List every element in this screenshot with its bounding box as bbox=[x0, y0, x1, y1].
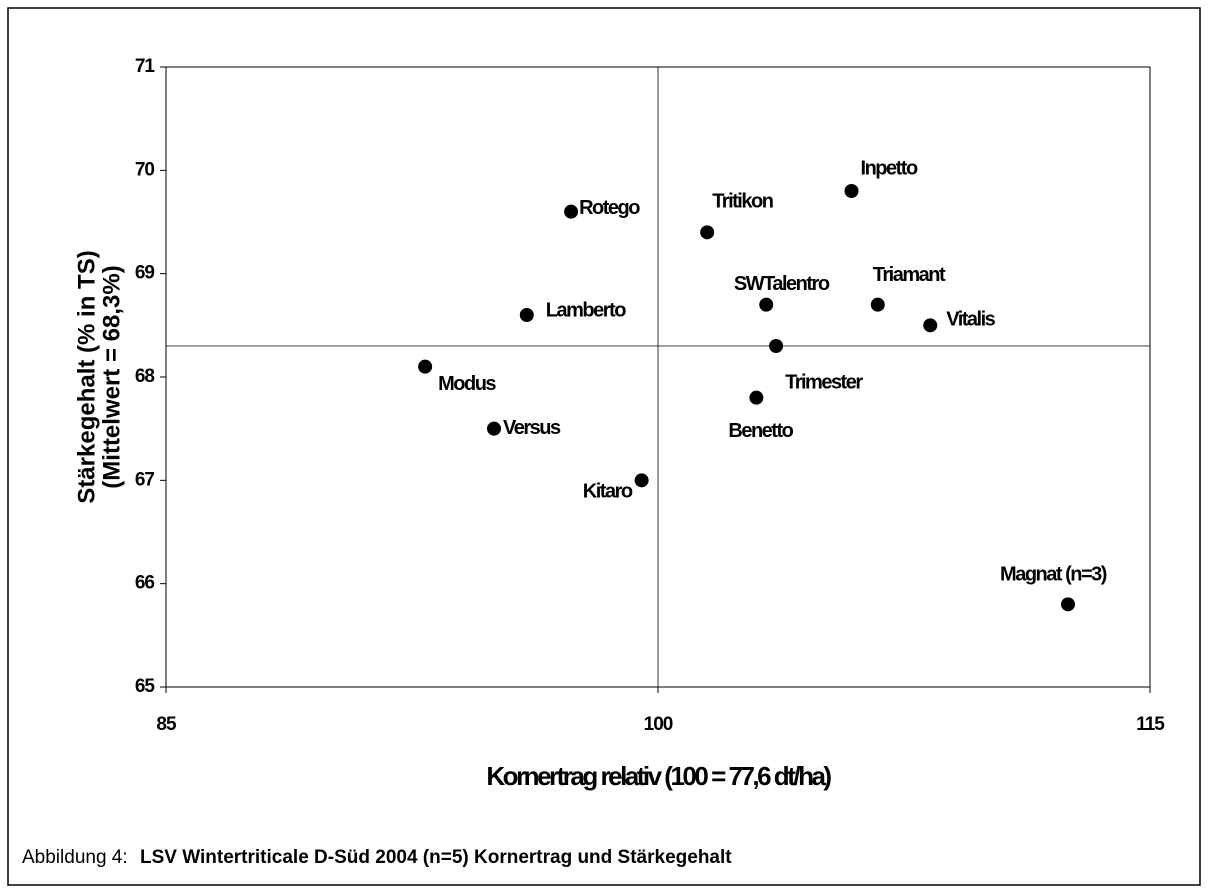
point bbox=[870, 297, 885, 312]
y-tick-label: 70 bbox=[135, 159, 155, 180]
point-label: Vitalis bbox=[946, 309, 995, 331]
x-tick-label: 85 bbox=[156, 714, 177, 735]
point-label: Triamant bbox=[873, 264, 946, 286]
point bbox=[749, 390, 764, 405]
x-tick-label: 100 bbox=[644, 714, 673, 735]
point-label: Benetto bbox=[728, 420, 793, 442]
point bbox=[700, 225, 715, 240]
point bbox=[487, 421, 501, 436]
x-axis-title: Kornertrag relativ (100 = 77,6 dt/ha) bbox=[486, 761, 831, 791]
point-label: Lamberto bbox=[546, 299, 626, 321]
caption-prefix: Abbildung 4: bbox=[22, 847, 128, 868]
point-label: Trimester bbox=[785, 371, 863, 393]
point bbox=[418, 359, 433, 374]
point bbox=[564, 204, 579, 219]
frame bbox=[7, 7, 1201, 886]
y-tick-label: 65 bbox=[135, 676, 156, 697]
point bbox=[769, 339, 784, 353]
point bbox=[923, 318, 938, 333]
point bbox=[844, 184, 859, 198]
y-axis-title: Stärkegehalt (% in TS) bbox=[73, 250, 100, 503]
y-tick-label: 68 bbox=[135, 366, 155, 387]
point-label: Versus bbox=[503, 417, 561, 439]
point bbox=[759, 297, 774, 312]
y-tick-label: 67 bbox=[135, 469, 155, 490]
y-axis-subtitle: (Mittelwert = 68,3%) bbox=[98, 265, 125, 488]
point-label: Inpetto bbox=[861, 157, 918, 179]
point bbox=[1061, 597, 1075, 612]
point-label: Rotego bbox=[579, 197, 640, 219]
point-label: Modus bbox=[438, 373, 496, 395]
caption: LSV Wintertriticale D-Süd 2004 (n=5) Kor… bbox=[140, 847, 732, 868]
point-label: Magnat (n=3) bbox=[1000, 564, 1107, 586]
point-label: Tritikon bbox=[712, 191, 773, 213]
y-tick-label: 71 bbox=[135, 56, 156, 77]
point bbox=[519, 308, 534, 322]
point-label: SWTalentro bbox=[734, 273, 830, 295]
point-label: Kitaro bbox=[583, 481, 633, 503]
y-tick-label: 69 bbox=[135, 263, 155, 284]
x-tick-label: 115 bbox=[1136, 714, 1165, 735]
y-tick-label: 66 bbox=[135, 573, 155, 594]
point bbox=[634, 473, 649, 488]
